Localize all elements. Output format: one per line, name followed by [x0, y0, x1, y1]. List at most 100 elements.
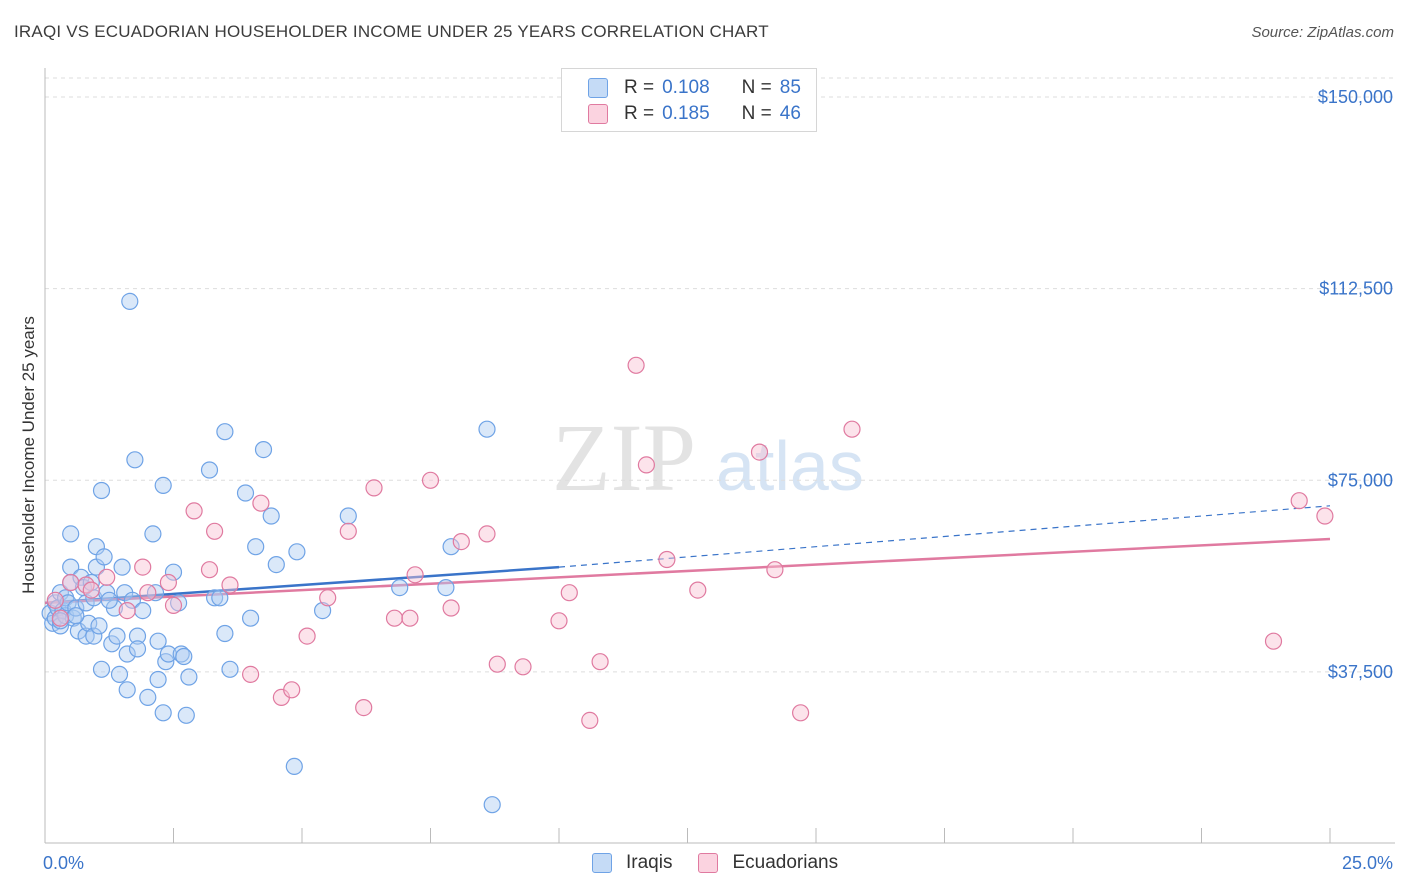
point-iraqis: [247, 538, 265, 556]
chart-title: IRAQI VS ECUADORIAN HOUSEHOLDER INCOME U…: [14, 22, 769, 41]
point-iraqis: [483, 796, 501, 814]
point-ecuadorians: [118, 601, 136, 620]
point-iraqis: [391, 578, 409, 597]
legend-r-label: R =: [624, 77, 655, 98]
point-iraqis: [100, 591, 118, 609]
point-ecuadorians: [452, 532, 470, 551]
point-iraqis: [128, 627, 147, 645]
point-iraqis: [80, 614, 98, 632]
watermark-atlas: atlas: [716, 427, 864, 505]
y-tick-label: $75,000: [1328, 470, 1393, 490]
point-ecuadorians: [221, 576, 239, 594]
y-tick-label: $37,500: [1328, 662, 1393, 682]
point-ecuadorians: [843, 420, 861, 438]
series-legend: Iraqis Ecuadorians: [592, 852, 864, 874]
point-iraqis: [139, 688, 157, 707]
legend-row-ecuadorians: R = 0.185 N = 46: [588, 103, 801, 125]
legend-item-ecuadorians[interactable]: Ecuadorians: [698, 852, 838, 874]
point-ecuadorians: [478, 525, 496, 543]
point-ecuadorians: [252, 494, 270, 512]
legend-swatch-ecuadorians: [588, 104, 608, 124]
legend-swatch-iraqis: [592, 853, 612, 873]
point-iraqis: [175, 647, 193, 666]
point-ecuadorians: [1316, 507, 1334, 525]
legend-label-ecuadorians: Ecuadorians: [732, 852, 839, 873]
legend-n-value: 46: [779, 103, 801, 124]
point-iraqis: [149, 632, 167, 650]
point-iraqis: [442, 538, 460, 556]
trend-lines: [44, 505, 1331, 605]
point-ecuadorians: [514, 658, 532, 676]
point-ecuadorians: [200, 561, 219, 579]
point-iraqis: [92, 660, 111, 678]
point-ecuadorians: [355, 698, 373, 717]
point-ecuadorians: [1264, 632, 1283, 650]
point-iraqis: [211, 589, 229, 607]
point-ecuadorians: [51, 609, 70, 627]
point-ecuadorians: [627, 356, 645, 374]
point-iraqis: [64, 609, 82, 627]
source-label: Source: ZipAtlas.com: [1251, 24, 1394, 41]
point-iraqis: [180, 668, 198, 686]
trend-line-iraqis-dashed: [558, 505, 1331, 568]
point-ecuadorians: [766, 561, 784, 579]
point-iraqis: [478, 420, 496, 438]
point-ecuadorians: [98, 568, 116, 586]
watermark: ZIP atlas: [552, 404, 864, 511]
point-ecuadorians: [385, 609, 404, 627]
point-iraqis: [144, 525, 162, 543]
point-iraqis: [121, 292, 139, 310]
point-iraqis: [262, 507, 280, 525]
point-ecuadorians: [550, 612, 568, 630]
point-iraqis: [206, 589, 224, 607]
point-ecuadorians: [442, 599, 460, 617]
gridlines: [45, 77, 1395, 673]
point-ecuadorians: [750, 443, 769, 461]
point-iraqis: [200, 461, 219, 479]
legend-n-label: N =: [741, 103, 772, 124]
legend-item-iraqis[interactable]: Iraqis: [592, 852, 672, 874]
point-ecuadorians: [139, 584, 157, 602]
x-tick-label: 0.0%: [43, 853, 84, 873]
point-ecuadorians: [159, 573, 177, 592]
point-iraqis: [221, 660, 239, 678]
point-ecuadorians: [406, 566, 424, 584]
point-ecuadorians: [658, 550, 676, 569]
point-ecuadorians: [164, 596, 183, 615]
point-ecuadorians: [46, 591, 64, 609]
point-iraqis: [437, 578, 455, 597]
point-iraqis: [216, 624, 234, 643]
point-ecuadorians: [283, 681, 301, 699]
point-iraqis: [110, 665, 129, 684]
point-iraqis: [126, 451, 144, 469]
legend-swatch-iraqis: [588, 78, 608, 98]
point-iraqis: [172, 645, 190, 663]
point-iraqis: [154, 476, 172, 494]
point-iraqis: [236, 484, 255, 502]
point-ecuadorians: [77, 576, 95, 594]
point-iraqis: [314, 601, 332, 620]
point-iraqis: [118, 645, 136, 663]
legend-r-value: 0.108: [662, 77, 710, 98]
point-iraqis: [339, 507, 357, 525]
point-ecuadorians: [1290, 492, 1308, 510]
point-iraqis: [177, 706, 195, 724]
point-iraqis: [242, 609, 260, 627]
point-iraqis: [62, 525, 80, 543]
point-ecuadorians: [421, 471, 440, 489]
point-ecuadorians: [206, 522, 224, 540]
trend-line-iraqis: [44, 565, 560, 605]
data-points: [41, 292, 1334, 814]
point-ecuadorians: [365, 479, 383, 497]
point-iraqis: [90, 617, 108, 635]
axes: [44, 68, 1395, 844]
point-ecuadorians: [242, 665, 260, 684]
point-iraqis: [118, 681, 136, 699]
point-ecuadorians: [82, 581, 100, 599]
point-iraqis: [123, 591, 141, 609]
point-iraqis: [216, 423, 234, 441]
point-ecuadorians: [319, 589, 337, 607]
point-ecuadorians: [185, 502, 203, 520]
point-iraqis: [285, 757, 303, 776]
